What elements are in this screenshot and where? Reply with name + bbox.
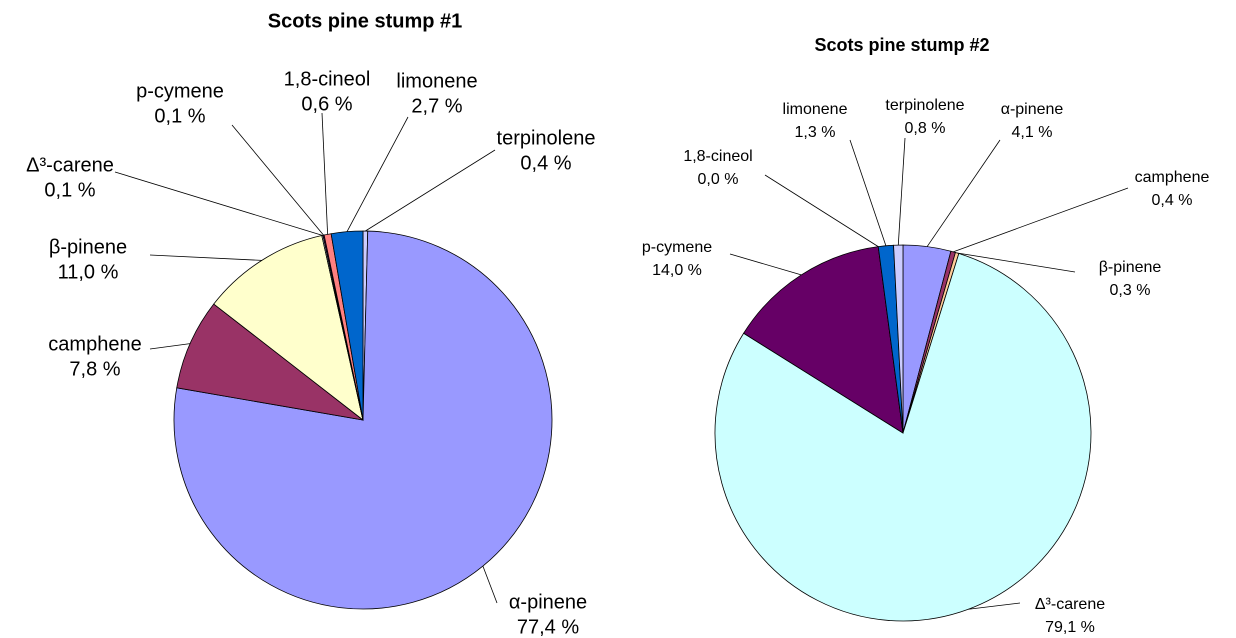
pie-slice (176, 303, 364, 421)
slice-label: α-pinene (509, 591, 587, 613)
slice-value-label: 0,0 % (698, 171, 739, 188)
leader-line (365, 149, 496, 232)
slice-label: Δ³-carene (26, 154, 114, 176)
slice-label: 1,8-cineol (683, 148, 752, 165)
leader-line (114, 171, 323, 236)
leader-line (968, 602, 1021, 610)
chart-title: Scots pine stump #1 (268, 10, 463, 32)
slice-value-label: 0,4 % (520, 152, 571, 174)
slice-label: 1,8-cineol (284, 68, 371, 90)
leader-line (764, 174, 879, 247)
slice-value-label: 79,1 % (1045, 619, 1095, 636)
slice-value-label: 0,4 % (1152, 192, 1193, 209)
leader-line (926, 139, 1001, 247)
slice-label: camphene (48, 333, 141, 355)
leader-line (149, 254, 262, 261)
leader-line (482, 565, 498, 604)
slice-value-label: 2,7 % (411, 95, 462, 117)
slice-label: camphene (1135, 169, 1210, 186)
slice-label: limonene (396, 70, 477, 92)
slice-label: β-pinene (49, 236, 127, 258)
leader-line (957, 252, 1076, 273)
pie-slice (330, 230, 364, 421)
slice-value-label: 77,4 % (517, 616, 579, 638)
leader-line (321, 112, 329, 235)
slice-value-label: 0,6 % (301, 93, 352, 115)
slice-label: terpinolene (885, 97, 964, 114)
leader-line (231, 124, 324, 236)
slice-value-label: 0,3 % (1110, 282, 1151, 299)
slice-value-label: 0,1 % (154, 105, 205, 127)
leader-line (849, 139, 887, 246)
leader-line (346, 116, 409, 232)
leader-line (953, 187, 1129, 253)
slice-label: α-pinene (1001, 101, 1064, 118)
leader-line (729, 253, 802, 276)
slice-value-label: 1,3 % (795, 124, 836, 141)
slice-value-label: 7,8 % (69, 358, 120, 380)
slice-label: β-pinene (1099, 259, 1162, 276)
slice-value-label: 14,0 % (652, 262, 702, 279)
slice-label: Δ³-carene (1035, 596, 1105, 613)
chart-title: Scots pine stump #2 (814, 35, 989, 55)
slice-label: terpinolene (497, 127, 596, 149)
slice-label: p-cymene (136, 80, 224, 102)
pie-slice (743, 246, 904, 434)
slice-label: p-cymene (642, 239, 712, 256)
slice-label: limonene (783, 101, 848, 118)
leader-line (897, 137, 906, 246)
leader-line (149, 343, 191, 350)
slice-value-label: 0,8 % (905, 120, 946, 137)
slice-value-label: 11,0 % (58, 261, 119, 283)
slice-value-label: 0,1 % (44, 179, 95, 201)
slice-value-label: 4,1 % (1012, 124, 1053, 141)
